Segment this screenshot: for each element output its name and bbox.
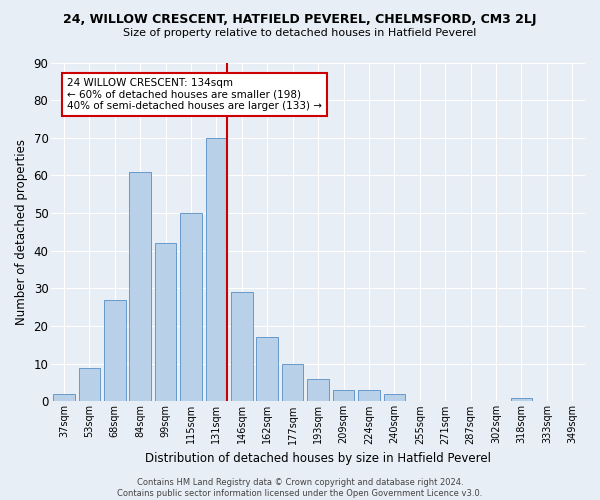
Bar <box>333 390 355 402</box>
Bar <box>383 394 405 402</box>
Text: Contains HM Land Registry data © Crown copyright and database right 2024.
Contai: Contains HM Land Registry data © Crown c… <box>118 478 482 498</box>
Bar <box>358 390 380 402</box>
Y-axis label: Number of detached properties: Number of detached properties <box>15 139 28 325</box>
Bar <box>104 300 125 402</box>
Bar <box>231 292 253 402</box>
Bar <box>282 364 304 402</box>
Bar <box>155 243 176 402</box>
Bar <box>180 213 202 402</box>
Bar <box>130 172 151 402</box>
Bar <box>256 338 278 402</box>
X-axis label: Distribution of detached houses by size in Hatfield Peverel: Distribution of detached houses by size … <box>145 452 491 465</box>
Bar <box>53 394 75 402</box>
Bar <box>307 379 329 402</box>
Bar <box>79 368 100 402</box>
Text: 24 WILLOW CRESCENT: 134sqm
← 60% of detached houses are smaller (198)
40% of sem: 24 WILLOW CRESCENT: 134sqm ← 60% of deta… <box>67 78 322 111</box>
Bar <box>206 138 227 402</box>
Text: 24, WILLOW CRESCENT, HATFIELD PEVEREL, CHELMSFORD, CM3 2LJ: 24, WILLOW CRESCENT, HATFIELD PEVEREL, C… <box>63 12 537 26</box>
Bar <box>511 398 532 402</box>
Text: Size of property relative to detached houses in Hatfield Peverel: Size of property relative to detached ho… <box>124 28 476 38</box>
